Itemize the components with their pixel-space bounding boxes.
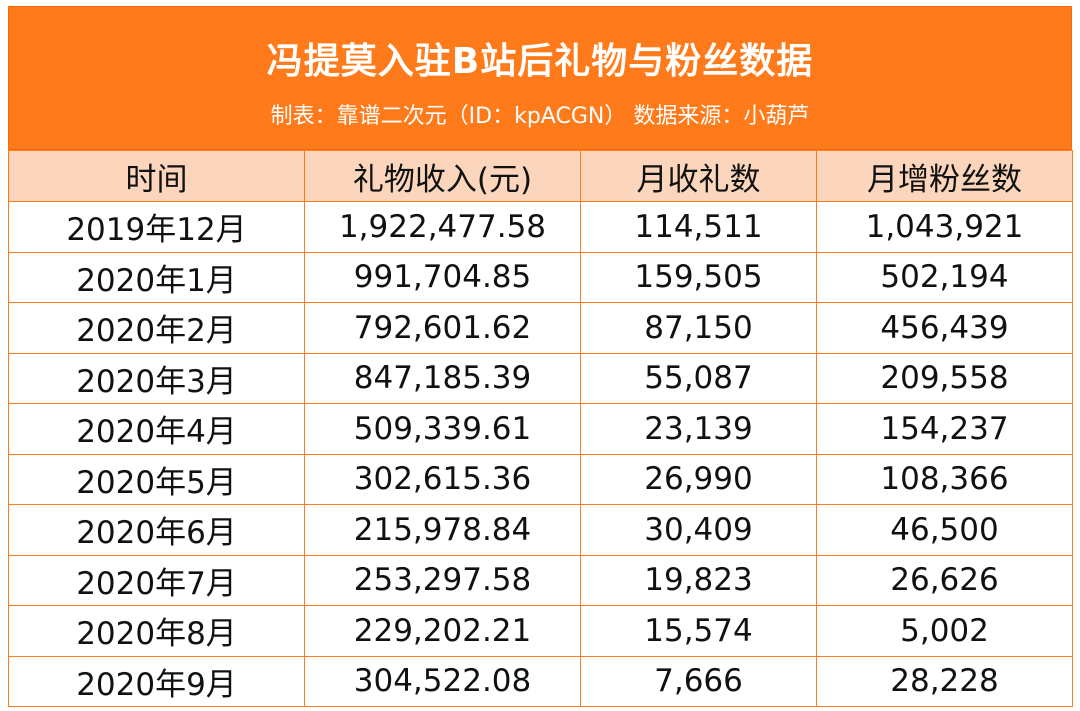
data-table: 时间 礼物收入(元) 月收礼数 月增粉丝数 2019年12月 1,922,477… — [8, 150, 1073, 707]
table-row: 2020年4月 509,339.61 23,139 154,237 — [8, 403, 1073, 455]
cell-monthly-new-fans: 28,228 — [816, 655, 1073, 707]
header-monthly-new-fans: 月增粉丝数 — [816, 150, 1073, 202]
cell-gift-income: 302,615.36 — [304, 453, 581, 505]
cell-monthly-new-fans: 154,237 — [816, 403, 1073, 455]
cell-monthly-gifts: 87,150 — [580, 302, 817, 354]
cell-gift-income: 253,297.58 — [304, 554, 581, 606]
cell-monthly-new-fans: 1,043,921 — [816, 201, 1073, 253]
cell-monthly-new-fans: 108,366 — [816, 453, 1073, 505]
cell-time: 2020年6月 — [8, 504, 305, 556]
cell-monthly-gifts: 159,505 — [580, 251, 817, 303]
table-row: 2020年5月 302,615.36 26,990 108,366 — [8, 453, 1073, 505]
header-monthly-gifts: 月收礼数 — [580, 150, 817, 202]
header-time: 时间 — [8, 150, 305, 202]
cell-monthly-new-fans: 456,439 — [816, 302, 1073, 354]
cell-monthly-new-fans: 26,626 — [816, 554, 1073, 606]
title-banner: 冯提莫入驻B站后礼物与粉丝数据 制表：靠谱二次元（ID：kpACGN） 数据来源… — [8, 6, 1072, 150]
cell-gift-income: 792,601.62 — [304, 302, 581, 354]
cell-gift-income: 304,522.08 — [304, 655, 581, 707]
cell-monthly-gifts: 114,511 — [580, 201, 817, 253]
cell-gift-income: 229,202.21 — [304, 605, 581, 657]
cell-time: 2020年9月 — [8, 655, 305, 707]
cell-monthly-new-fans: 5,002 — [816, 605, 1073, 657]
cell-monthly-gifts: 26,990 — [580, 453, 817, 505]
table-row: 2020年1月 991,704.85 159,505 502,194 — [8, 251, 1073, 303]
cell-time: 2020年5月 — [8, 453, 305, 505]
cell-time: 2020年4月 — [8, 403, 305, 455]
table-row: 2020年6月 215,978.84 30,409 46,500 — [8, 504, 1073, 556]
cell-time: 2020年8月 — [8, 605, 305, 657]
table-row: 2020年3月 847,185.39 55,087 209,558 — [8, 352, 1073, 404]
cell-monthly-gifts: 15,574 — [580, 605, 817, 657]
table-row: 2020年9月 304,522.08 7,666 28,228 — [8, 655, 1073, 707]
table-row: 2020年7月 253,297.58 19,823 26,626 — [8, 554, 1073, 606]
page-title: 冯提莫入驻B站后礼物与粉丝数据 — [266, 41, 814, 82]
cell-time: 2020年2月 — [8, 302, 305, 354]
table-row: 2019年12月 1,922,477.58 114,511 1,043,921 — [8, 201, 1073, 253]
cell-gift-income: 509,339.61 — [304, 403, 581, 455]
cell-time: 2019年12月 — [8, 201, 305, 253]
cell-monthly-new-fans: 502,194 — [816, 251, 1073, 303]
table-row: 2020年2月 792,601.62 87,150 456,439 — [8, 302, 1073, 354]
cell-monthly-gifts: 55,087 — [580, 352, 817, 404]
header-gift-income: 礼物收入(元) — [304, 150, 581, 202]
data-card: 冯提莫入驻B站后礼物与粉丝数据 制表：靠谱二次元（ID：kpACGN） 数据来源… — [8, 6, 1073, 707]
cell-gift-income: 991,704.85 — [304, 251, 581, 303]
cell-monthly-gifts: 7,666 — [580, 655, 817, 707]
table-header-row: 时间 礼物收入(元) 月收礼数 月增粉丝数 — [8, 150, 1073, 202]
page-subtitle: 制表：靠谱二次元（ID：kpACGN） 数据来源：小葫芦 — [270, 104, 810, 129]
cell-monthly-new-fans: 46,500 — [816, 504, 1073, 556]
cell-monthly-new-fans: 209,558 — [816, 352, 1073, 404]
cell-monthly-gifts: 19,823 — [580, 554, 817, 606]
cell-time: 2020年3月 — [8, 352, 305, 404]
cell-monthly-gifts: 30,409 — [580, 504, 817, 556]
cell-gift-income: 215,978.84 — [304, 504, 581, 556]
cell-time: 2020年1月 — [8, 251, 305, 303]
cell-gift-income: 1,922,477.58 — [304, 201, 581, 253]
table-row: 2020年8月 229,202.21 15,574 5,002 — [8, 605, 1073, 657]
cell-gift-income: 847,185.39 — [304, 352, 581, 404]
cell-monthly-gifts: 23,139 — [580, 403, 817, 455]
cell-time: 2020年7月 — [8, 554, 305, 606]
